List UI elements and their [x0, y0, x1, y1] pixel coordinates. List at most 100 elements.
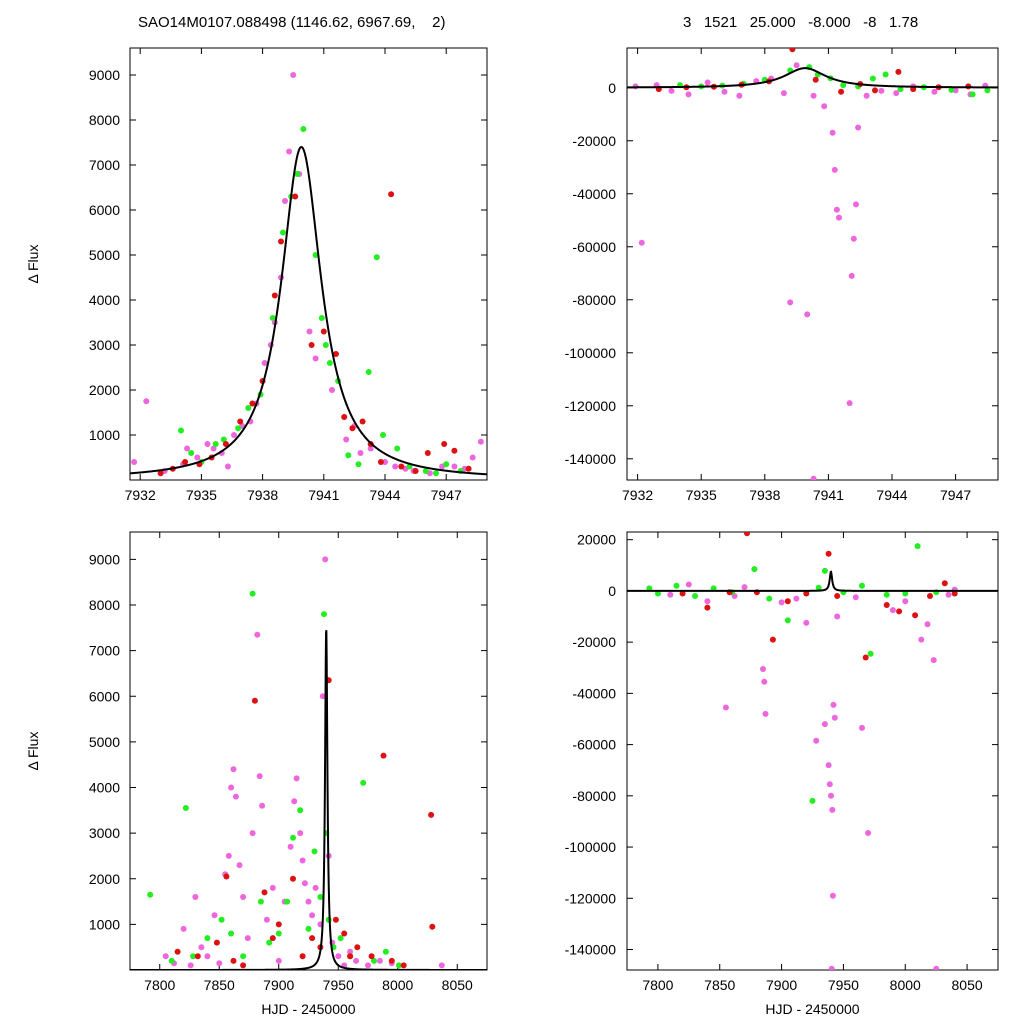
data-point	[831, 714, 838, 721]
data-point	[803, 619, 810, 626]
data-point	[424, 450, 431, 456]
data-point	[187, 962, 194, 969]
data-point	[190, 953, 197, 960]
data-point	[332, 916, 339, 923]
x-tick-label: 7944	[369, 487, 400, 503]
data-point	[376, 957, 383, 964]
data-point	[284, 898, 291, 905]
x-tick-label: 7900	[766, 977, 797, 993]
data-point	[382, 459, 388, 465]
data-point	[216, 960, 223, 967]
data-point	[271, 292, 278, 299]
data-point	[751, 566, 758, 573]
data-point	[469, 454, 476, 461]
data-point	[930, 657, 937, 664]
model-curve	[130, 145, 487, 476]
data-point	[825, 762, 832, 769]
data-point	[131, 459, 138, 465]
data-point	[398, 463, 405, 470]
data-point	[388, 957, 395, 964]
model-curve	[627, 67, 998, 89]
data-point	[188, 450, 195, 456]
data-point	[275, 930, 282, 937]
data-point	[863, 92, 870, 99]
data-point	[761, 678, 768, 685]
data-point	[311, 848, 318, 855]
plot-frame	[626, 47, 999, 481]
data-point	[380, 432, 386, 438]
data-point	[357, 450, 364, 456]
y-tick-label: 7000	[89, 157, 120, 173]
data-point	[433, 470, 439, 477]
data-point	[240, 894, 247, 900]
data-point	[251, 697, 258, 704]
data-point	[305, 898, 312, 905]
data-point	[889, 607, 896, 614]
data-point	[380, 752, 387, 759]
data-point	[333, 351, 339, 357]
data-point	[287, 843, 294, 850]
y-tick-label: 4000	[89, 780, 120, 796]
y-tick-label: -100000	[565, 839, 617, 855]
data-point	[821, 103, 828, 110]
data-point	[878, 87, 885, 94]
data-point	[830, 701, 837, 708]
y-tick-label: 5000	[89, 734, 120, 750]
data-point	[855, 124, 862, 131]
data-point	[282, 198, 288, 204]
data-point	[834, 613, 841, 620]
data-point	[349, 425, 356, 432]
x-tick-label: 7938	[749, 487, 780, 503]
data-point	[865, 830, 872, 836]
data-point	[984, 87, 991, 94]
data-point	[784, 617, 791, 624]
data-point	[951, 590, 958, 597]
data-point	[813, 737, 820, 744]
data-point	[931, 88, 938, 95]
data-point	[804, 311, 811, 318]
plot-frame	[626, 531, 999, 971]
data-point	[789, 48, 796, 53]
data-point	[914, 543, 921, 550]
panel-bottom-left: 7800 7850 7900 7950 8000 8050 1000 2000 3000 4000…	[25, 531, 488, 1017]
data-point	[685, 581, 692, 588]
data-point	[721, 88, 728, 95]
title-right: 3 1521 25.000 -8.000 -8 1.78	[683, 14, 919, 31]
data-point	[168, 957, 175, 964]
x-tick-label: 7935	[686, 487, 717, 503]
y-tick-label: -100000	[565, 345, 617, 361]
y-tick-label: 4000	[89, 292, 120, 308]
panel-top-left: 7932 7935 7938 7941 7944 7947 1000 2000 3000 4000…	[25, 47, 488, 503]
data-point	[382, 948, 389, 955]
data-point	[679, 590, 686, 597]
data-point	[924, 621, 931, 628]
data-point	[309, 912, 316, 919]
data-point	[367, 445, 374, 452]
data-point	[278, 238, 284, 245]
data-point	[228, 784, 235, 791]
data-point	[360, 779, 367, 786]
data-point	[769, 636, 776, 643]
data-point	[422, 468, 429, 474]
data-point	[224, 463, 231, 470]
data-point	[204, 441, 211, 447]
data-point	[194, 953, 201, 960]
data-point	[828, 965, 835, 970]
data-point	[347, 953, 354, 960]
data-point	[846, 400, 853, 407]
y-tick-label: 9000	[89, 67, 120, 83]
data-point	[269, 315, 276, 321]
y-tick-label: 20000	[577, 532, 616, 548]
data-point	[869, 75, 876, 82]
data-point	[204, 953, 211, 960]
data-point	[228, 930, 235, 937]
x-tick-label: 7800	[144, 977, 175, 993]
y-tick-label: 6000	[89, 688, 120, 704]
data-point	[883, 591, 890, 598]
data-point	[852, 594, 859, 601]
data-point	[412, 468, 419, 474]
data-point	[867, 650, 874, 657]
data-point	[230, 957, 237, 964]
y-tick-label: 5000	[89, 247, 120, 263]
